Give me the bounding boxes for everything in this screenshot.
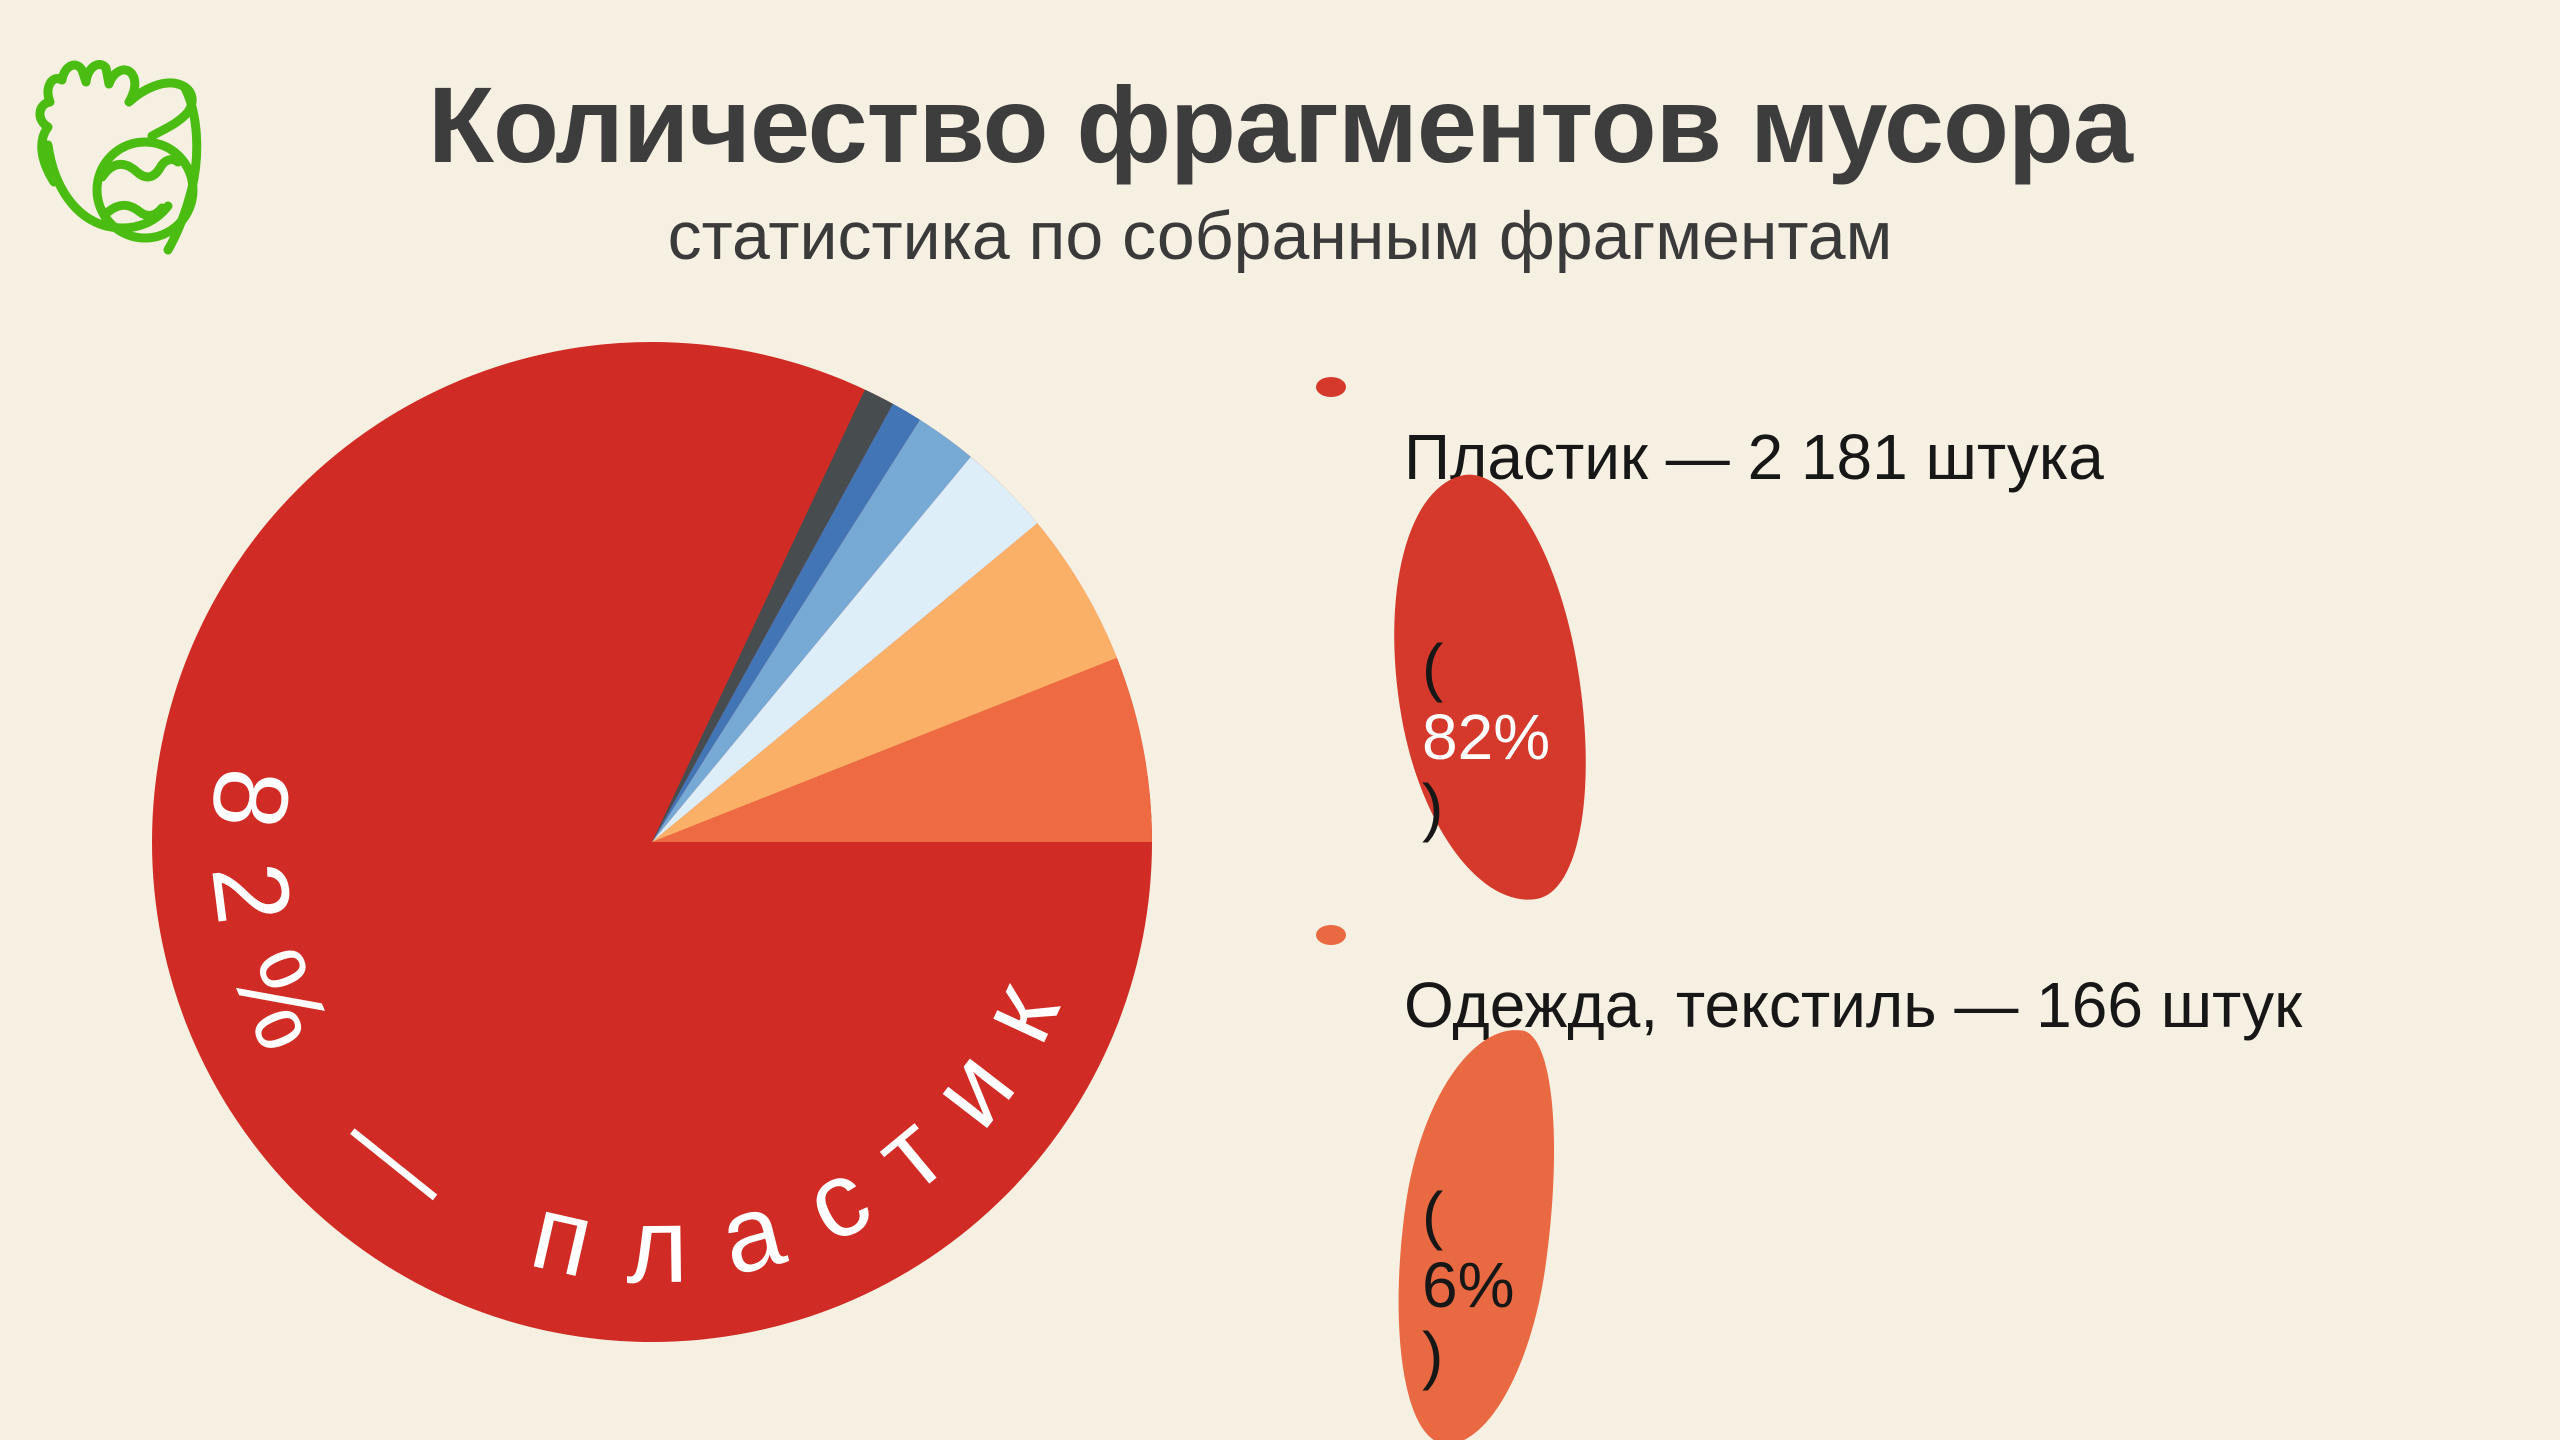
legend-label: Пластик — 2 181 штука [1404, 421, 2104, 493]
pie-slice [652, 419, 971, 842]
hand-palm-curve [43, 140, 173, 233]
percent-paren-close: ) [1422, 1319, 1444, 1391]
percent-blob [1373, 1017, 1578, 1440]
pie-slice [652, 403, 920, 842]
legend-label: Одежда, текстиль — 166 штук [1404, 969, 2303, 1041]
hand-thumb-sweep [163, 83, 202, 255]
legend: Пластик — 2 181 штука ( 82% ) Одежда, те… [1316, 352, 2526, 1440]
page-title: Количество фрагментов мусора [428, 64, 2133, 185]
percent-value: 6% [1422, 1249, 1515, 1321]
pie-slice [652, 389, 893, 842]
pie-slice [652, 657, 1152, 842]
pie-chart: 82% — пластик [152, 342, 1152, 1342]
legend-item: Пластик — 2 181 штука ( 82% ) [1316, 352, 2526, 917]
page-subtitle: статистика по собранным фрагментам [667, 197, 1893, 274]
hand-globe-logo-strokes [35, 60, 202, 255]
legend-percent-badge: ( 6% ) [1373, 1017, 1578, 1440]
pie-slice [652, 456, 1038, 842]
pie-slice [652, 523, 1117, 842]
percent-value: 82% [1422, 701, 1551, 773]
globe-continent-line [97, 155, 183, 182]
header: Количество фрагментов мусора статистика … [0, 64, 2560, 274]
percent-paren-open: ( [1422, 1179, 1444, 1251]
legend-bullet-icon [1316, 377, 1346, 397]
legend-bullet-icon [1316, 925, 1346, 945]
legend-item: Одежда, текстиль — 166 штук ( 6% ) [1316, 900, 2526, 1440]
legend-percent-badge: ( 82% ) [1362, 461, 1617, 917]
percent-blob [1362, 461, 1617, 917]
percent-paren-open: ( [1422, 631, 1444, 703]
percent-paren-close: ) [1422, 771, 1444, 843]
pie-small-slices [652, 389, 1152, 842]
hand-globe-logo [35, 60, 202, 255]
